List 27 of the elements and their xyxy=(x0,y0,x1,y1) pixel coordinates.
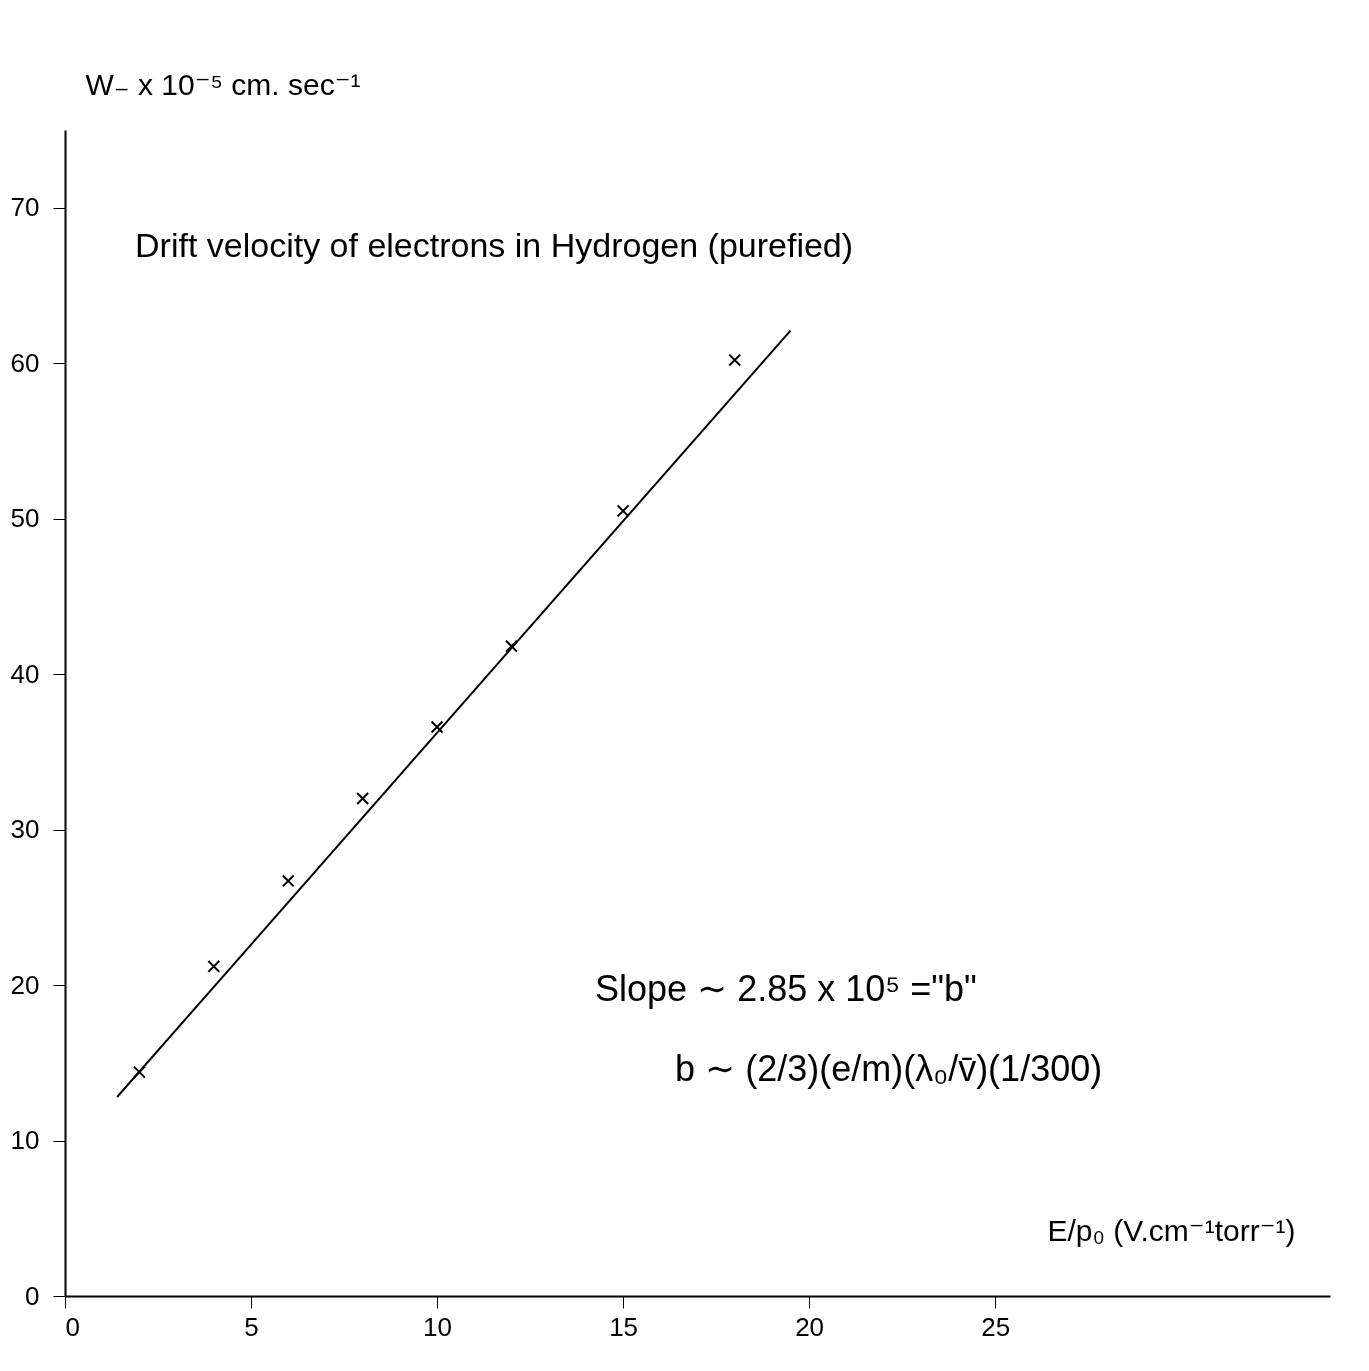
point xyxy=(728,353,742,367)
x-tick-label: 0 xyxy=(65,1311,80,1342)
point xyxy=(132,1065,146,1079)
point xyxy=(356,792,370,805)
x-tick-label: 10 xyxy=(423,1311,453,1342)
x-tick-label: 5 xyxy=(244,1311,259,1342)
x-tick-label: 20 xyxy=(795,1311,825,1342)
annotation: b ∼ (2/3)(e/m)(λ₀/v̄)(1/300) xyxy=(675,1048,1103,1089)
y-tick-label: 40 xyxy=(10,658,40,689)
y-tick-label: 10 xyxy=(10,1125,40,1156)
text: Drift velocity of electrons in Hydrogen (purefied) xyxy=(135,226,854,264)
point xyxy=(207,959,221,973)
y-tick-label: 30 xyxy=(10,814,40,845)
y-axis-title: W₋ x 10⁻⁵ cm. sec⁻¹ xyxy=(85,67,361,101)
x-axis-title: E/p₀ (V.cm⁻¹torr⁻¹) xyxy=(1047,1213,1296,1247)
y-tick-label: 60 xyxy=(10,347,40,378)
y-tick-label: 0 xyxy=(25,1280,40,1311)
y-tick-label: 50 xyxy=(10,503,40,534)
point xyxy=(504,639,518,653)
y-tick-label: 70 xyxy=(10,192,40,223)
x-tick-label: 25 xyxy=(981,1311,1011,1342)
point xyxy=(430,720,444,734)
x-tick-label: 15 xyxy=(609,1311,639,1342)
point xyxy=(281,874,295,888)
y-tick-label: 20 xyxy=(10,969,40,1000)
point xyxy=(616,504,630,518)
annotation: Slope ∼ 2.85 x 10⁵ ="b" xyxy=(595,968,977,1009)
